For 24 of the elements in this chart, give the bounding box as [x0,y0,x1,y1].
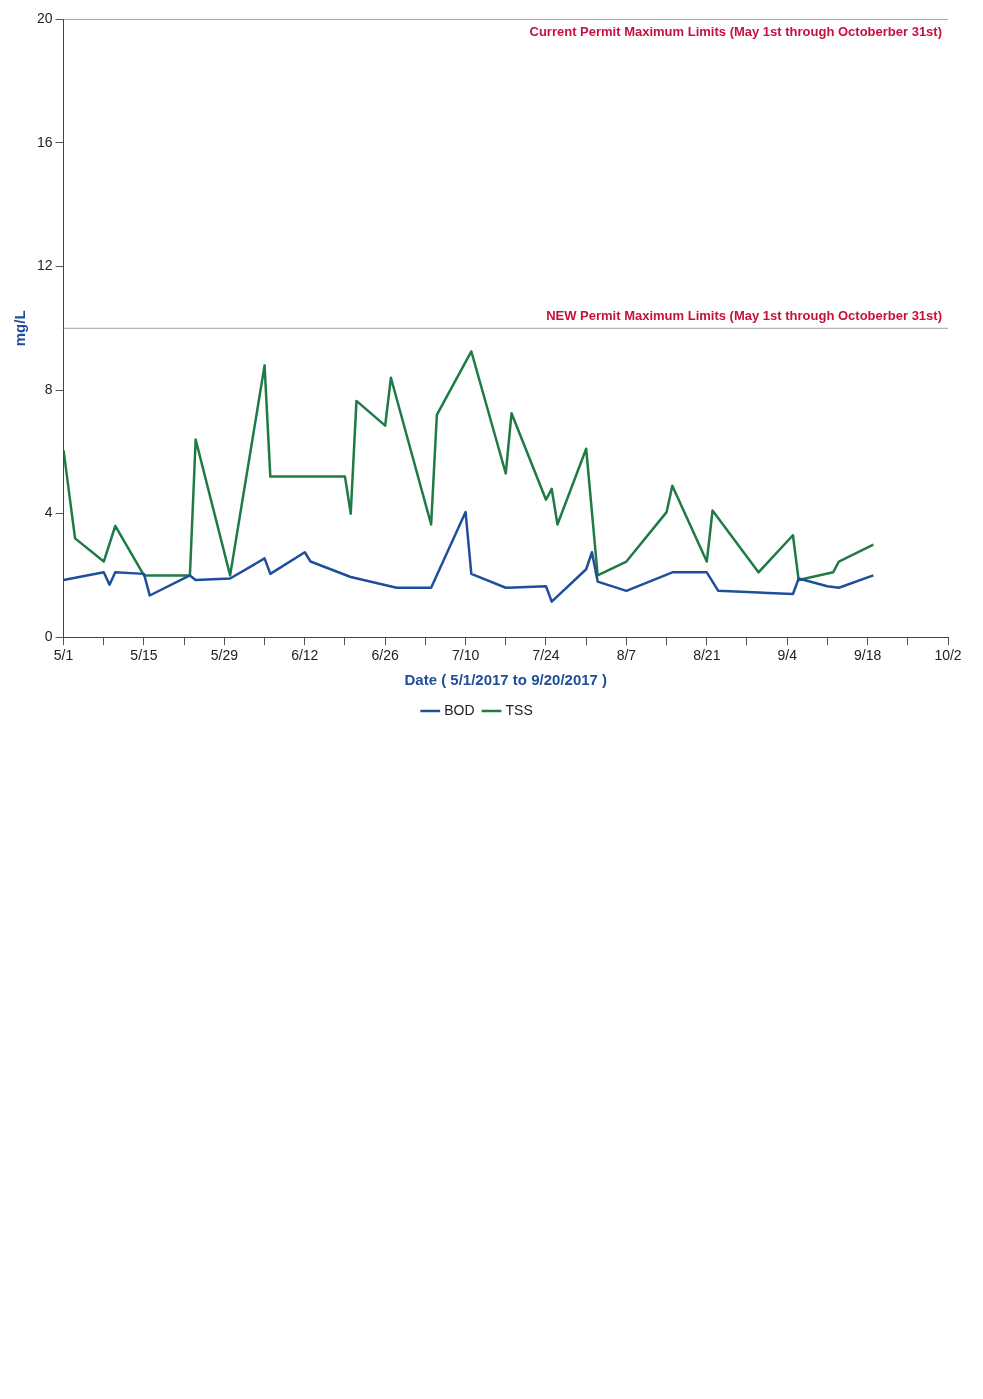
y-tick-label: 0 [44,628,53,645]
legend-label: BOD [444,701,475,718]
x-tick-label: 9/18 [853,647,882,664]
y-tick-label: 20 [36,10,53,27]
y-tick-label: 16 [36,133,53,150]
ref-line-label: Current Permit Maximum Limits (May 1st through Octoberber 31st) [529,24,942,40]
y-tick-label: 4 [44,504,53,521]
x-axis-title: Date ( 5/1/2017 to 9/20/2017 ) [404,671,608,689]
x-tick-label: 5/29 [210,647,239,664]
x-tick-label: 5/15 [130,647,158,664]
x-tick-label: 10/2 [934,647,962,664]
legend-label: TSS [505,701,533,718]
x-tick-label: 7/10 [451,647,480,664]
y-axis-title: mg/L [11,310,29,347]
y-tick-label: 8 [44,380,53,397]
y-tick-label: 12 [36,257,53,274]
x-tick-label: 6/12 [291,647,319,664]
x-tick-label: 5/1 [53,647,74,664]
x-tick-label: 6/26 [371,647,400,664]
x-tick-label: 8/21 [693,647,721,664]
ref-line-label: NEW Permit Maximum Limits (May 1st through Octoberber 31st) [546,308,942,324]
x-tick-label: 9/4 [777,647,798,664]
x-tick-label: 8/7 [616,647,637,664]
x-tick-label: 7/24 [532,647,560,664]
